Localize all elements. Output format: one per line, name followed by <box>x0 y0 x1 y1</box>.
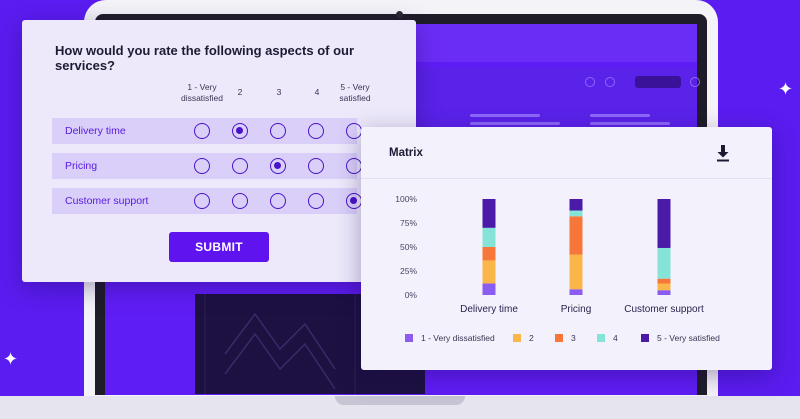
survey-card: How would you rate the following aspects… <box>22 20 416 282</box>
radio-delivery-3[interactable] <box>270 123 286 139</box>
row-label: Customer support <box>65 195 149 207</box>
background-line <box>470 114 540 117</box>
radio-delivery-4[interactable] <box>308 123 324 139</box>
radio-delivery-1[interactable] <box>194 123 210 139</box>
mountain-icon <box>204 294 356 394</box>
y-tick-label: 75% <box>400 218 417 228</box>
y-tick-label: 0% <box>405 290 418 300</box>
legend-swatch <box>641 334 649 342</box>
legend-label: 4 <box>613 333 618 343</box>
scale-header-line: dissatisfied <box>180 93 224 103</box>
radio-delivery-5[interactable] <box>346 123 362 139</box>
y-tick-label: 50% <box>400 242 417 252</box>
bar-segment <box>482 260 496 284</box>
background-circle-icon <box>585 77 595 87</box>
radio-pricing-4[interactable] <box>308 158 324 174</box>
scale-header-line: 2 <box>237 87 243 97</box>
legend-item: 1 - Very dissatisfied <box>405 333 495 343</box>
scale-header-1: 1 - Very dissatisfied <box>172 82 232 104</box>
laptop-base <box>0 396 800 419</box>
legend-item: 4 <box>597 333 618 343</box>
legend-label: 5 - Very satisfied <box>657 333 720 343</box>
legend-item: 3 <box>555 333 576 343</box>
matrix-divider <box>361 178 772 179</box>
x-category-label: Delivery time <box>460 304 518 315</box>
bar-segment <box>657 199 671 248</box>
bar-segment <box>657 283 671 291</box>
radio-support-5[interactable] <box>346 193 362 209</box>
background-line <box>590 122 670 125</box>
background-line <box>470 122 560 125</box>
radio-support-3[interactable] <box>270 193 286 209</box>
survey-question: How would you rate the following aspects… <box>55 43 355 73</box>
legend-label: 1 - Very dissatisfied <box>421 333 495 343</box>
bar-segment <box>569 254 583 290</box>
camera-icon <box>396 11 403 18</box>
y-tick-label: 100% <box>395 194 417 204</box>
scale-header-line: 4 <box>314 87 320 97</box>
bar-segment <box>569 289 583 295</box>
radio-support-1[interactable] <box>194 193 210 209</box>
survey-row-delivery-time: Delivery time <box>52 118 362 144</box>
bar-segment <box>569 199 583 211</box>
bar-segment <box>482 199 496 228</box>
background-circle-icon <box>690 77 700 87</box>
bar-segment <box>482 247 496 261</box>
row-label: Delivery time <box>65 125 126 137</box>
background-circle-icon <box>605 77 615 87</box>
radio-pricing-1[interactable] <box>194 158 210 174</box>
legend-swatch <box>405 334 413 342</box>
legend-swatch <box>555 334 563 342</box>
legend-swatch <box>513 334 521 342</box>
y-tick-label: 25% <box>400 266 417 276</box>
sparkle-icon: ✦ <box>3 349 19 369</box>
radio-pricing-2[interactable] <box>232 158 248 174</box>
scale-header-3: 3 <box>249 87 309 98</box>
bar-segment <box>657 247 671 279</box>
sparkle-icon: ✦ <box>778 79 794 99</box>
row-label: Pricing <box>65 160 98 172</box>
background-app-button <box>635 76 681 88</box>
radio-pricing-5[interactable] <box>346 158 362 174</box>
download-icon[interactable] <box>715 144 731 162</box>
laptop-notch <box>335 396 465 405</box>
matrix-title: Matrix <box>389 147 423 159</box>
bar-segment <box>657 290 671 295</box>
scale-header-line: 1 - Very <box>187 82 217 92</box>
legend-label: 3 <box>571 333 576 343</box>
radio-support-2[interactable] <box>232 193 248 209</box>
radio-delivery-2[interactable] <box>232 123 248 139</box>
matrix-card: Matrix 0% 25% 50% 75% 100% Delivery time Prici… <box>361 127 772 370</box>
scale-header-line: 3 <box>276 87 282 97</box>
legend-item: 5 - Very satisfied <box>641 333 720 343</box>
scale-header-4: 4 <box>287 87 347 98</box>
bar-segment <box>569 210 583 217</box>
scale-header-5: 5 - Very satisfied <box>325 82 385 104</box>
scale-header-line: satisfied <box>339 93 371 103</box>
legend-label: 2 <box>529 333 534 343</box>
x-category-label: Pricing <box>561 304 592 315</box>
bar-segment <box>657 278 671 284</box>
bar-segment <box>482 283 496 295</box>
matrix-chart: 0% 25% 50% 75% 100% Delivery time Pricing Custo… <box>395 194 704 315</box>
bar-segment <box>569 216 583 255</box>
x-category-label: Customer support <box>624 304 704 315</box>
survey-row-pricing: Pricing <box>52 153 362 179</box>
background-line <box>590 114 650 117</box>
bar-segment <box>482 227 496 247</box>
scale-header-line: 5 - Very <box>340 82 370 92</box>
legend-item: 2 <box>513 333 534 343</box>
radio-pricing-3[interactable] <box>270 158 286 174</box>
legend-swatch <box>597 334 605 342</box>
survey-row-customer-support: Customer support <box>52 188 362 214</box>
submit-button[interactable]: SUBMIT <box>169 232 269 262</box>
radio-support-4[interactable] <box>308 193 324 209</box>
scale-header-2: 2 <box>210 87 270 98</box>
